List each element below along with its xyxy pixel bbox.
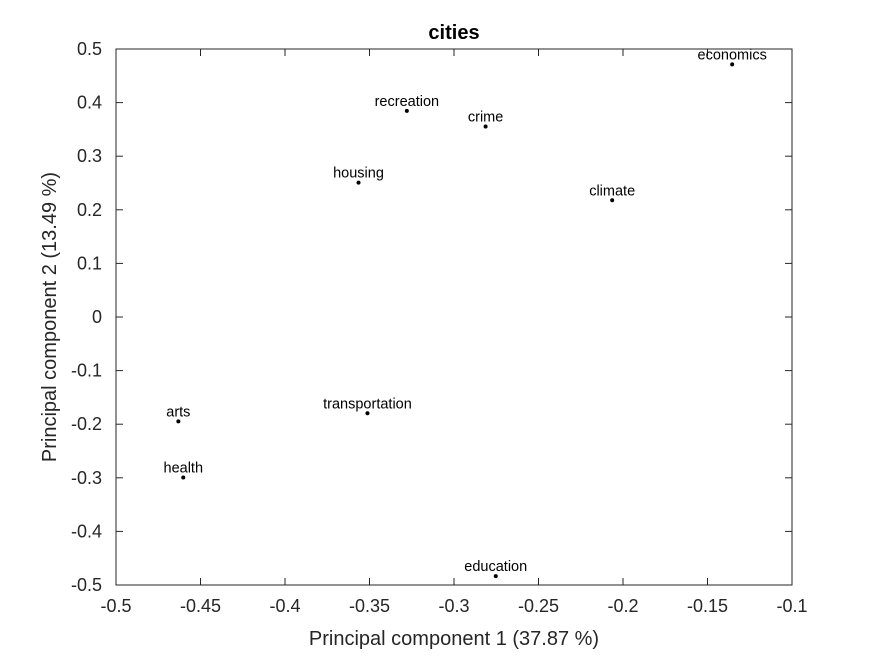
y-tick-label: 0 (92, 307, 102, 327)
y-tick-label: 0.3 (77, 146, 102, 166)
point-label-crime: crime (468, 110, 503, 126)
x-tick-label: -0.2 (607, 596, 638, 616)
point-label-climate: climate (589, 183, 635, 199)
y-tick-label: -0.2 (71, 414, 102, 434)
x-tick-label: -0.25 (518, 596, 559, 616)
x-tick-label: -0.5 (100, 596, 131, 616)
point-label-economics: economics (698, 47, 767, 63)
data-point-transportation (365, 411, 370, 416)
data-point-health (181, 475, 186, 480)
axis-ticks: -0.5 -0.45 -0.4 -0.35 -0.3 -0.25 -0.2 -0.15 -0.1… (71, 39, 808, 616)
chart-title: cities (428, 22, 479, 44)
x-tick-label: -0.3 (438, 596, 469, 616)
y-tick-label: 0.2 (77, 200, 102, 220)
data-point-crime (483, 124, 488, 129)
x-tick-label: -0.35 (349, 596, 390, 616)
point-label-education: education (464, 559, 527, 575)
data-points: climate housing health crime transportation e… (164, 47, 767, 579)
data-point-recreation (404, 108, 409, 113)
x-tick-label: -0.15 (687, 596, 728, 616)
data-point-economics (730, 62, 735, 67)
y-tick-label: 0.1 (77, 253, 102, 273)
y-axis-label: Principal component 2 (13.49 %) (39, 172, 61, 462)
x-tick-label: -0.1 (776, 596, 807, 616)
point-label-recreation: recreation (375, 94, 439, 110)
data-point-arts (176, 419, 181, 424)
data-point-education (493, 574, 498, 579)
y-tick-label: 0.5 (77, 39, 102, 59)
y-tick-label: -0.5 (71, 575, 102, 595)
y-tick-label: -0.3 (71, 468, 102, 488)
y-tick-label: -0.1 (71, 361, 102, 381)
point-label-housing: housing (333, 166, 384, 182)
y-tick-label: 0.4 (77, 93, 102, 113)
x-tick-label: -0.45 (180, 596, 221, 616)
x-tick-label: -0.4 (269, 596, 300, 616)
plot-area (115, 48, 793, 586)
point-label-transportation: transportation (323, 396, 412, 412)
point-label-health: health (164, 461, 204, 477)
data-point-climate (610, 198, 615, 203)
data-point-housing (356, 180, 361, 185)
x-axis-label: Principal component 1 (37.87 %) (309, 628, 599, 650)
point-label-arts: arts (166, 404, 190, 420)
y-tick-label: -0.4 (71, 521, 102, 541)
